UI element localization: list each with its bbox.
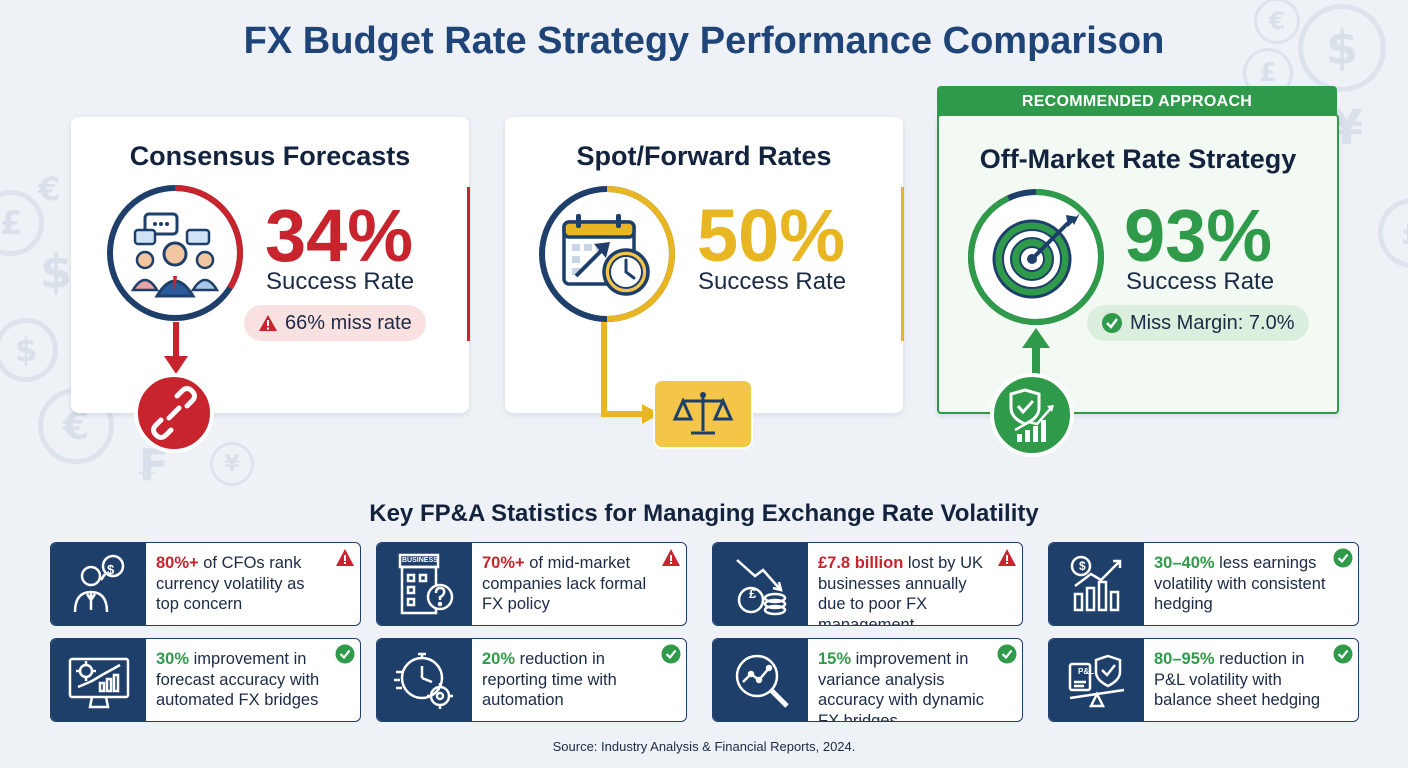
warning-icon: [258, 314, 278, 332]
stat-text: less earnings volatility with consistent…: [1154, 554, 1326, 613]
check-circle-icon: [997, 644, 1017, 664]
background-dollar-icon: $: [1298, 4, 1386, 92]
card-title: Off-Market Rate Strategy: [979, 144, 1297, 174]
background-euro-icon: €: [1254, 0, 1300, 44]
up-arrow-icon: [1022, 328, 1050, 382]
down-arrow-icon: [164, 322, 188, 374]
offmarket-miss-margin-pill: Miss Margin: 7.0%: [1087, 305, 1309, 341]
spot-success-value: 50%: [697, 194, 846, 277]
offmarket-success-label: Success Rate: [1126, 268, 1275, 295]
stat-card: 30% improvement in forecast accuracy wit…: [50, 638, 361, 722]
stat-card: BUSINESS 70%+ of mid-market companies la…: [376, 542, 687, 626]
stat-card: $ 80%+ of CFOs rank currency volatility …: [50, 542, 361, 626]
recommended-banner: RECOMMENDED APPROACH: [937, 86, 1337, 118]
stat-highlight: 70%+: [482, 554, 525, 572]
warning-icon: [998, 549, 1016, 566]
offmarket-miss-margin-text: Miss Margin: 7.0%: [1130, 311, 1295, 334]
calendar-clock-icon: [560, 212, 656, 307]
stat-highlight: 80–95%: [1154, 650, 1215, 668]
check-circle-icon: [661, 644, 681, 664]
stat-highlight: 20%: [482, 650, 516, 668]
page-title: FX Budget Rate Strategy Performance Comp…: [243, 20, 1165, 62]
check-circle-icon: [1101, 312, 1123, 334]
stopwatch-gear-icon: [377, 639, 472, 721]
stat-text: reduction in reporting time with automat…: [482, 650, 617, 709]
business-sign-label: BUSINESS: [402, 557, 438, 564]
stat-text: lost by UK businesses annually due to po…: [818, 554, 984, 626]
stat-highlight: 80%+: [156, 554, 199, 572]
stat-card: £ £7.8 billion lost by UK businesses ann…: [712, 542, 1023, 626]
consensus-miss-rate-text: 66% miss rate: [285, 311, 412, 334]
consensus-success-label: Success Rate: [266, 268, 415, 295]
stat-text: reduction in P&L volatility with balance…: [1154, 650, 1321, 709]
stat-card: 15% improvement in variance analysis acc…: [712, 638, 1023, 722]
card-accent-bar: [467, 187, 470, 341]
check-circle-icon: [1333, 548, 1353, 568]
stats-section-title: Key FP&A Statistics for Managing Exchang…: [369, 500, 1039, 527]
offmarket-success-value: 93%: [1124, 194, 1273, 277]
consensus-miss-rate-pill: 66% miss rate: [244, 305, 426, 341]
check-circle-icon: [335, 644, 355, 664]
magnifier-chart-icon: [713, 639, 808, 721]
source-note: Source: Industry Analysis & Financial Re…: [552, 739, 856, 754]
stat-text: improvement in variance analysis accurac…: [818, 650, 984, 722]
stat-text: of mid-market companies lack formal FX p…: [482, 554, 647, 613]
business-question-icon: BUSINESS: [377, 543, 472, 625]
stat-card: $ 30–40% less earnings volatility with c…: [1048, 542, 1359, 626]
pl-shield-scale-icon: P&L: [1049, 639, 1144, 721]
background-euro-icon-2: €: [38, 170, 61, 208]
card-title: Spot/Forward Rates: [576, 141, 832, 171]
monitor-gear-icon: [51, 639, 146, 721]
dollar-growth-icon: $: [1049, 543, 1144, 625]
pound-down-icon: £: [713, 543, 808, 625]
background-dollar-icon-2: $: [40, 245, 73, 299]
pl-document-label: P&L: [1078, 667, 1094, 676]
stat-highlight: 30%: [156, 650, 190, 668]
card-spot-forward-rates: Spot/Forward Rates: [505, 117, 904, 413]
background-pound-icon-3: £: [0, 190, 44, 256]
warning-icon: [662, 549, 680, 566]
card-accent-bar: [901, 187, 904, 341]
spot-success-label: Success Rate: [698, 268, 847, 295]
warning-icon: [336, 549, 354, 566]
background-dollar-icon-3: $: [0, 318, 58, 382]
consensus-success-value: 34%: [265, 194, 414, 277]
stat-highlight: 15%: [818, 650, 852, 668]
background-pound-icon-2: £: [1378, 198, 1408, 268]
stat-text: improvement in forecast accuracy with au…: [156, 650, 320, 709]
target-arrow-icon: [988, 207, 1086, 310]
card-title: Consensus Forecasts: [129, 141, 411, 171]
stat-highlight: 30–40%: [1154, 554, 1215, 572]
stat-card: P&L 80–95% reduction in P&L volatility w…: [1048, 638, 1359, 722]
check-circle-icon: [1333, 644, 1353, 664]
shield-chart-icon: [989, 372, 1075, 463]
stat-card: 20% reduction in reporting time with aut…: [376, 638, 687, 722]
stat-text: of CFOs rank currency volatility as top …: [156, 554, 305, 613]
cfo-dollar-icon: $: [51, 543, 146, 625]
people-chat-icon: [127, 212, 223, 307]
stat-highlight: £7.8 billion: [818, 554, 904, 572]
balance-scale-icon: [653, 379, 753, 454]
background-yen-icon-2: ¥: [210, 442, 254, 486]
broken-link-icon: [133, 372, 215, 459]
right-arrow-path-icon: [601, 322, 660, 424]
